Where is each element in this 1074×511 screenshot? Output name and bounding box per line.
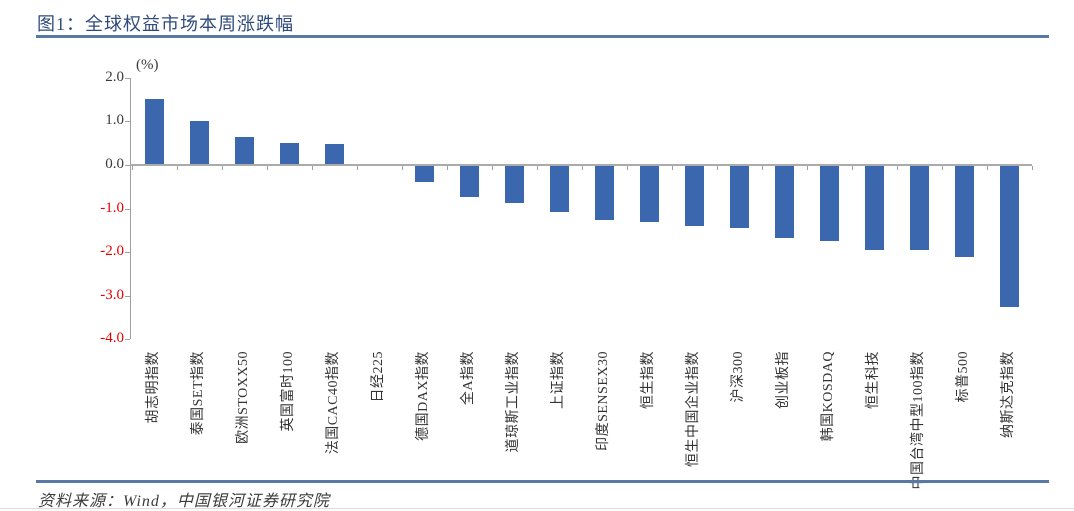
y-axis-tick xyxy=(125,77,130,79)
bar xyxy=(729,165,749,228)
bar xyxy=(594,165,614,221)
x-axis-tick xyxy=(266,166,268,170)
bar-chart: (%) 2.0 1.0 0.0 -1.0 -2.0 -3.0 -4.0 胡志明指数 泰国SET指… xyxy=(0,40,1074,490)
x-axis-tick xyxy=(536,166,538,170)
y-axis-tick xyxy=(125,252,130,254)
x-axis-tick xyxy=(986,166,988,170)
y-axis-unit-label: (%) xyxy=(136,57,159,73)
x-axis-tick xyxy=(896,166,898,170)
x-axis-tick xyxy=(356,166,358,170)
x-axis-label: 中国台湾中型100指数 xyxy=(911,351,926,490)
figure-title: 图1：全球权益市场本周涨跌幅 xyxy=(37,14,294,34)
x-axis-label: 标普500 xyxy=(956,351,971,403)
x-axis-label: 胡志明指数 xyxy=(146,351,161,424)
bar xyxy=(639,165,659,223)
page-bottom-divider xyxy=(0,508,1074,509)
x-axis-tick xyxy=(626,166,628,170)
y-axis-tick-label: -4.0 xyxy=(100,330,124,347)
x-axis-label: 日经225 xyxy=(371,351,386,403)
x-axis-tick xyxy=(446,166,448,170)
bar xyxy=(324,144,344,165)
x-axis-label: 全A指数 xyxy=(461,351,476,406)
bar xyxy=(414,165,434,182)
bar xyxy=(909,165,929,251)
y-axis-tick xyxy=(125,295,130,297)
x-axis-tick xyxy=(1031,166,1033,170)
bar xyxy=(774,165,794,239)
x-axis-label: 创业板指 xyxy=(776,351,791,410)
bar xyxy=(684,165,704,227)
bar xyxy=(189,121,209,165)
x-axis-label: 恒生科技 xyxy=(866,351,881,410)
x-axis-label: 印度SENSEX30 xyxy=(596,351,611,452)
x-axis-tick xyxy=(221,166,223,170)
bar xyxy=(234,137,254,165)
x-axis-line xyxy=(130,164,1032,166)
x-axis-label: 法国CAC40指数 xyxy=(326,351,341,455)
y-axis-tick xyxy=(125,121,130,123)
x-axis-tick xyxy=(581,166,583,170)
x-axis-label: 纳斯达克指数 xyxy=(1001,351,1016,439)
y-axis-line xyxy=(130,77,131,340)
x-axis-label: 泰国SET指数 xyxy=(191,351,206,436)
x-axis-label: 恒生指数 xyxy=(641,351,656,410)
x-axis-label: 上证指数 xyxy=(551,351,566,410)
x-axis-label: 韩国KOSDAQ xyxy=(821,351,836,442)
y-axis-tick-label: -3.0 xyxy=(100,286,124,303)
x-axis-tick xyxy=(851,166,853,170)
x-axis-tick xyxy=(491,166,493,170)
y-axis-tick xyxy=(125,208,130,210)
y-axis-tick xyxy=(125,339,130,341)
title-divider xyxy=(36,35,1049,38)
y-axis-tick-label: 0.0 xyxy=(105,156,124,172)
x-axis-label: 德国DAX指数 xyxy=(416,351,431,442)
x-axis-tick xyxy=(131,166,133,170)
x-axis-tick xyxy=(761,166,763,170)
x-axis-tick xyxy=(401,166,403,170)
bar xyxy=(999,165,1019,308)
source-note: 资料来源：Wind，中国银河证券研究院 xyxy=(38,493,330,510)
x-axis-label: 欧洲STOXX50 xyxy=(236,351,251,445)
bar xyxy=(504,165,524,204)
y-axis-tick-label: -1.0 xyxy=(100,199,124,216)
x-axis-label: 恒生中国企业指数 xyxy=(686,351,701,468)
x-axis-tick xyxy=(941,166,943,170)
x-axis-label: 道琼斯工业指数 xyxy=(506,351,521,453)
bar xyxy=(549,165,569,213)
bar xyxy=(819,165,839,241)
y-axis-tick xyxy=(125,165,130,166)
source-divider xyxy=(36,480,1049,483)
bar xyxy=(864,165,884,250)
x-axis-tick xyxy=(671,166,673,170)
x-axis-label: 英国富时100 xyxy=(281,351,296,432)
y-axis-tick-label: 1.0 xyxy=(105,112,124,129)
y-axis-tick-label: 2.0 xyxy=(105,68,124,85)
x-axis-tick xyxy=(311,166,313,170)
bar xyxy=(954,165,974,258)
bar xyxy=(459,165,479,197)
bar xyxy=(279,143,299,165)
x-axis-tick xyxy=(716,166,718,170)
x-axis-label: 沪深300 xyxy=(731,351,746,403)
x-axis-tick xyxy=(806,166,808,170)
x-axis-tick xyxy=(176,166,178,170)
bar xyxy=(144,98,164,165)
y-axis-tick-label: -2.0 xyxy=(100,243,124,260)
